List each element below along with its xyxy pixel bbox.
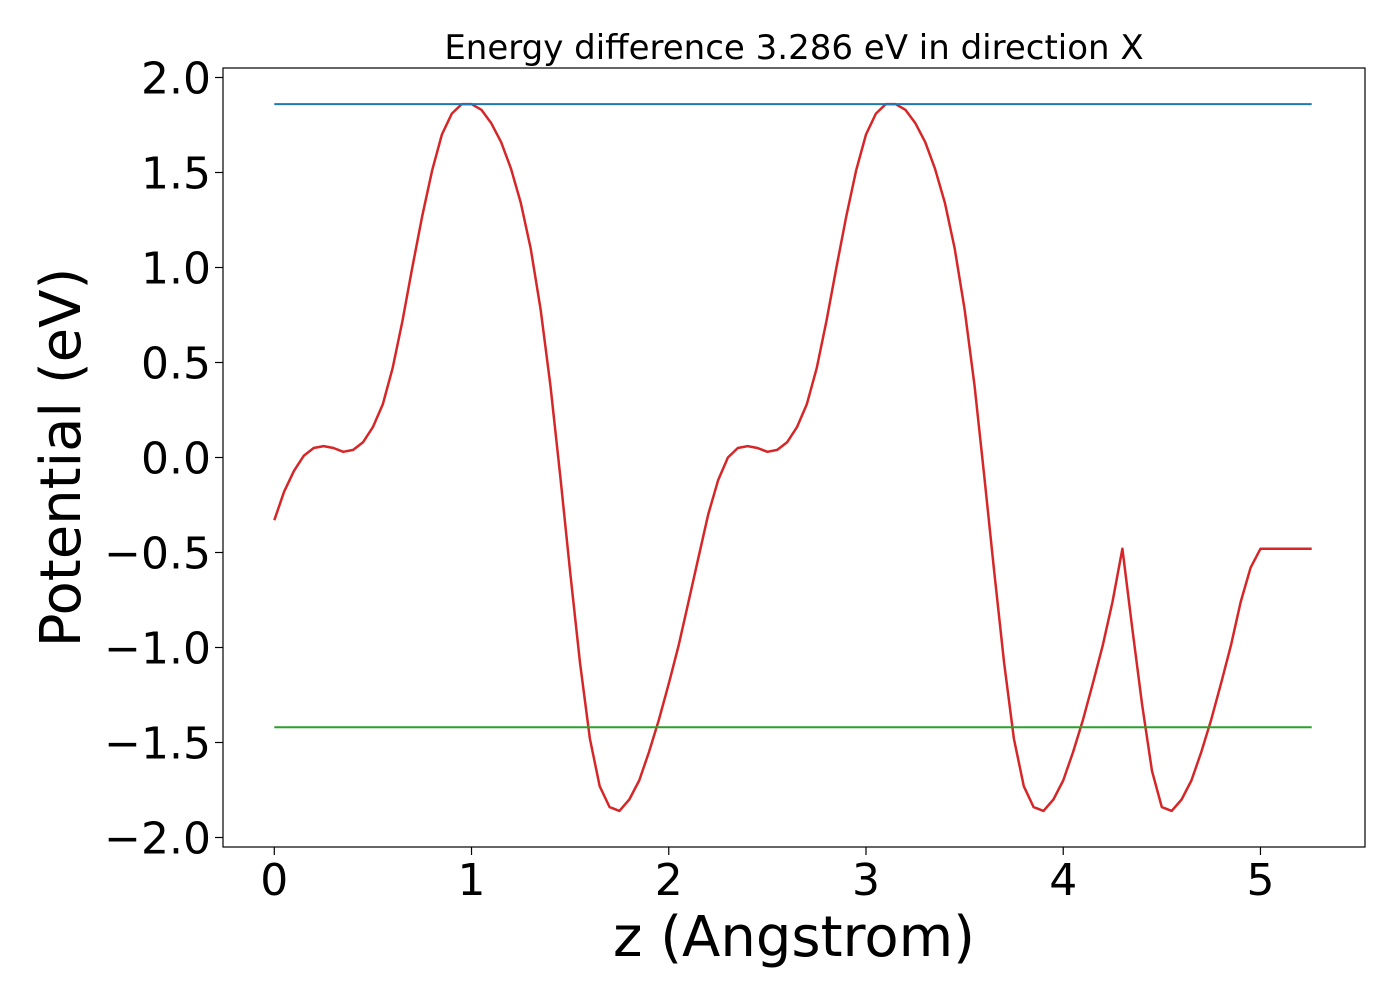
x-tick-label: 4 bbox=[1049, 855, 1077, 906]
chart-title: Energy difference 3.286 eV in direction … bbox=[444, 28, 1143, 68]
y-tick-label: 0.0 bbox=[141, 434, 211, 485]
plot-frame bbox=[222, 67, 1366, 848]
x-axis-label: z (Angstrom) bbox=[613, 905, 975, 970]
y-tick-label: 0.5 bbox=[141, 339, 211, 390]
x-tick-label: 0 bbox=[260, 855, 288, 906]
y-tick-label: 2.0 bbox=[141, 54, 211, 105]
y-tick-label: −1.0 bbox=[104, 624, 211, 675]
y-tick-label: −1.5 bbox=[104, 719, 211, 770]
x-tick-label: 5 bbox=[1246, 855, 1274, 906]
y-axis-ticks: −2.0 −1.5 −1.0 −0.5 0.0 0.5 1.0 1.5 2.0 bbox=[104, 54, 223, 865]
y-axis-label: Potential (eV) bbox=[29, 268, 94, 648]
y-tick-label: −0.5 bbox=[104, 529, 211, 580]
potential-curve-line bbox=[273, 102, 1312, 813]
y-tick-label: 1.0 bbox=[141, 244, 211, 295]
series-layer bbox=[273, 102, 1312, 813]
x-tick-label: 2 bbox=[655, 855, 683, 906]
x-axis-ticks: 0 1 2 3 4 5 bbox=[260, 847, 1274, 906]
y-tick-label: −2.0 bbox=[104, 814, 211, 865]
y-tick-label: 1.5 bbox=[141, 149, 211, 200]
x-tick-label: 3 bbox=[852, 855, 880, 906]
x-tick-label: 1 bbox=[458, 855, 486, 906]
